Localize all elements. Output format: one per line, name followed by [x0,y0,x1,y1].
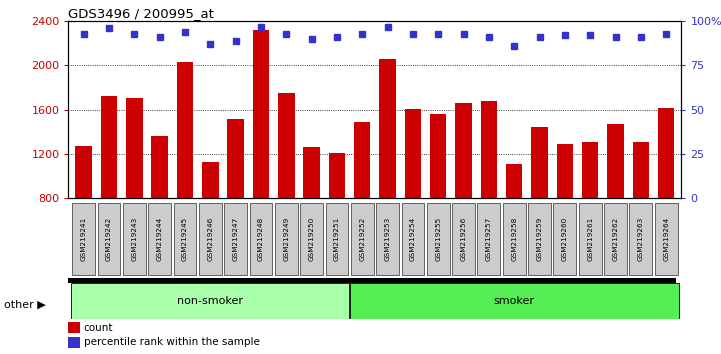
Bar [379,59,396,287]
Bar [329,153,345,287]
FancyBboxPatch shape [477,203,500,275]
Text: GSM219252: GSM219252 [359,217,366,261]
FancyBboxPatch shape [97,203,120,275]
FancyBboxPatch shape [174,203,196,275]
Text: GSM219259: GSM219259 [536,217,542,261]
FancyBboxPatch shape [149,203,171,275]
Text: GSM219254: GSM219254 [410,217,416,261]
Text: GSM219248: GSM219248 [258,217,264,261]
FancyBboxPatch shape [351,203,373,275]
FancyBboxPatch shape [604,203,627,275]
Text: GSM219253: GSM219253 [384,217,391,261]
FancyBboxPatch shape [554,203,576,275]
Text: GSM219241: GSM219241 [81,217,87,261]
Text: GSM219263: GSM219263 [638,217,644,261]
FancyBboxPatch shape [275,203,298,275]
FancyBboxPatch shape [199,203,221,275]
FancyBboxPatch shape [300,203,323,275]
Text: GSM219264: GSM219264 [663,217,669,261]
Text: GSM219246: GSM219246 [208,217,213,261]
Text: smoker: smoker [494,296,535,306]
Bar [481,101,497,287]
Text: GSM219249: GSM219249 [283,217,289,261]
FancyBboxPatch shape [452,203,475,275]
Bar [354,122,371,287]
Text: GSM219261: GSM219261 [587,217,593,261]
Bar [506,164,523,287]
FancyBboxPatch shape [427,203,450,275]
Text: GSM219245: GSM219245 [182,217,188,261]
Text: GSM219251: GSM219251 [334,217,340,261]
FancyBboxPatch shape [579,203,601,275]
Bar [632,142,649,287]
Bar [253,30,269,287]
Bar [227,119,244,287]
Text: GSM219243: GSM219243 [131,217,137,261]
Text: GSM219258: GSM219258 [511,217,517,261]
Bar [350,283,678,319]
Text: GSM219242: GSM219242 [106,217,112,261]
Text: non-smoker: non-smoker [177,296,243,306]
Bar [582,142,598,287]
Text: percentile rank within the sample: percentile rank within the sample [84,337,260,348]
Text: other ▶: other ▶ [4,299,45,309]
FancyBboxPatch shape [629,203,653,275]
Text: GSM219250: GSM219250 [309,217,314,261]
FancyBboxPatch shape [528,203,551,275]
FancyBboxPatch shape [249,203,273,275]
Text: GSM219256: GSM219256 [461,217,466,261]
Bar [404,109,421,287]
Text: GSM219247: GSM219247 [233,217,239,261]
Bar [456,103,472,287]
FancyBboxPatch shape [72,203,95,275]
FancyBboxPatch shape [123,203,146,275]
Text: GSM219262: GSM219262 [613,217,619,261]
Bar [177,62,193,287]
Bar [658,108,674,287]
Bar [531,127,548,287]
Bar [68,322,79,333]
Text: GSM219255: GSM219255 [435,217,441,261]
Bar [278,93,294,287]
Text: count: count [84,322,113,332]
Bar [557,144,573,287]
FancyBboxPatch shape [655,203,678,275]
FancyBboxPatch shape [326,203,348,275]
Bar [304,147,320,287]
Bar [68,278,676,283]
Bar [68,337,79,348]
Text: GSM219244: GSM219244 [156,217,163,261]
Bar [71,283,350,319]
Bar [76,146,92,287]
Bar [202,162,218,287]
Bar [151,136,168,287]
Bar [607,124,624,287]
FancyBboxPatch shape [503,203,526,275]
Text: GSM219260: GSM219260 [562,217,568,261]
Text: GSM219257: GSM219257 [486,217,492,261]
Bar [101,97,118,287]
FancyBboxPatch shape [224,203,247,275]
Text: GDS3496 / 200995_at: GDS3496 / 200995_at [68,7,214,20]
Bar [126,98,143,287]
FancyBboxPatch shape [402,203,424,275]
Bar [430,114,446,287]
FancyBboxPatch shape [376,203,399,275]
